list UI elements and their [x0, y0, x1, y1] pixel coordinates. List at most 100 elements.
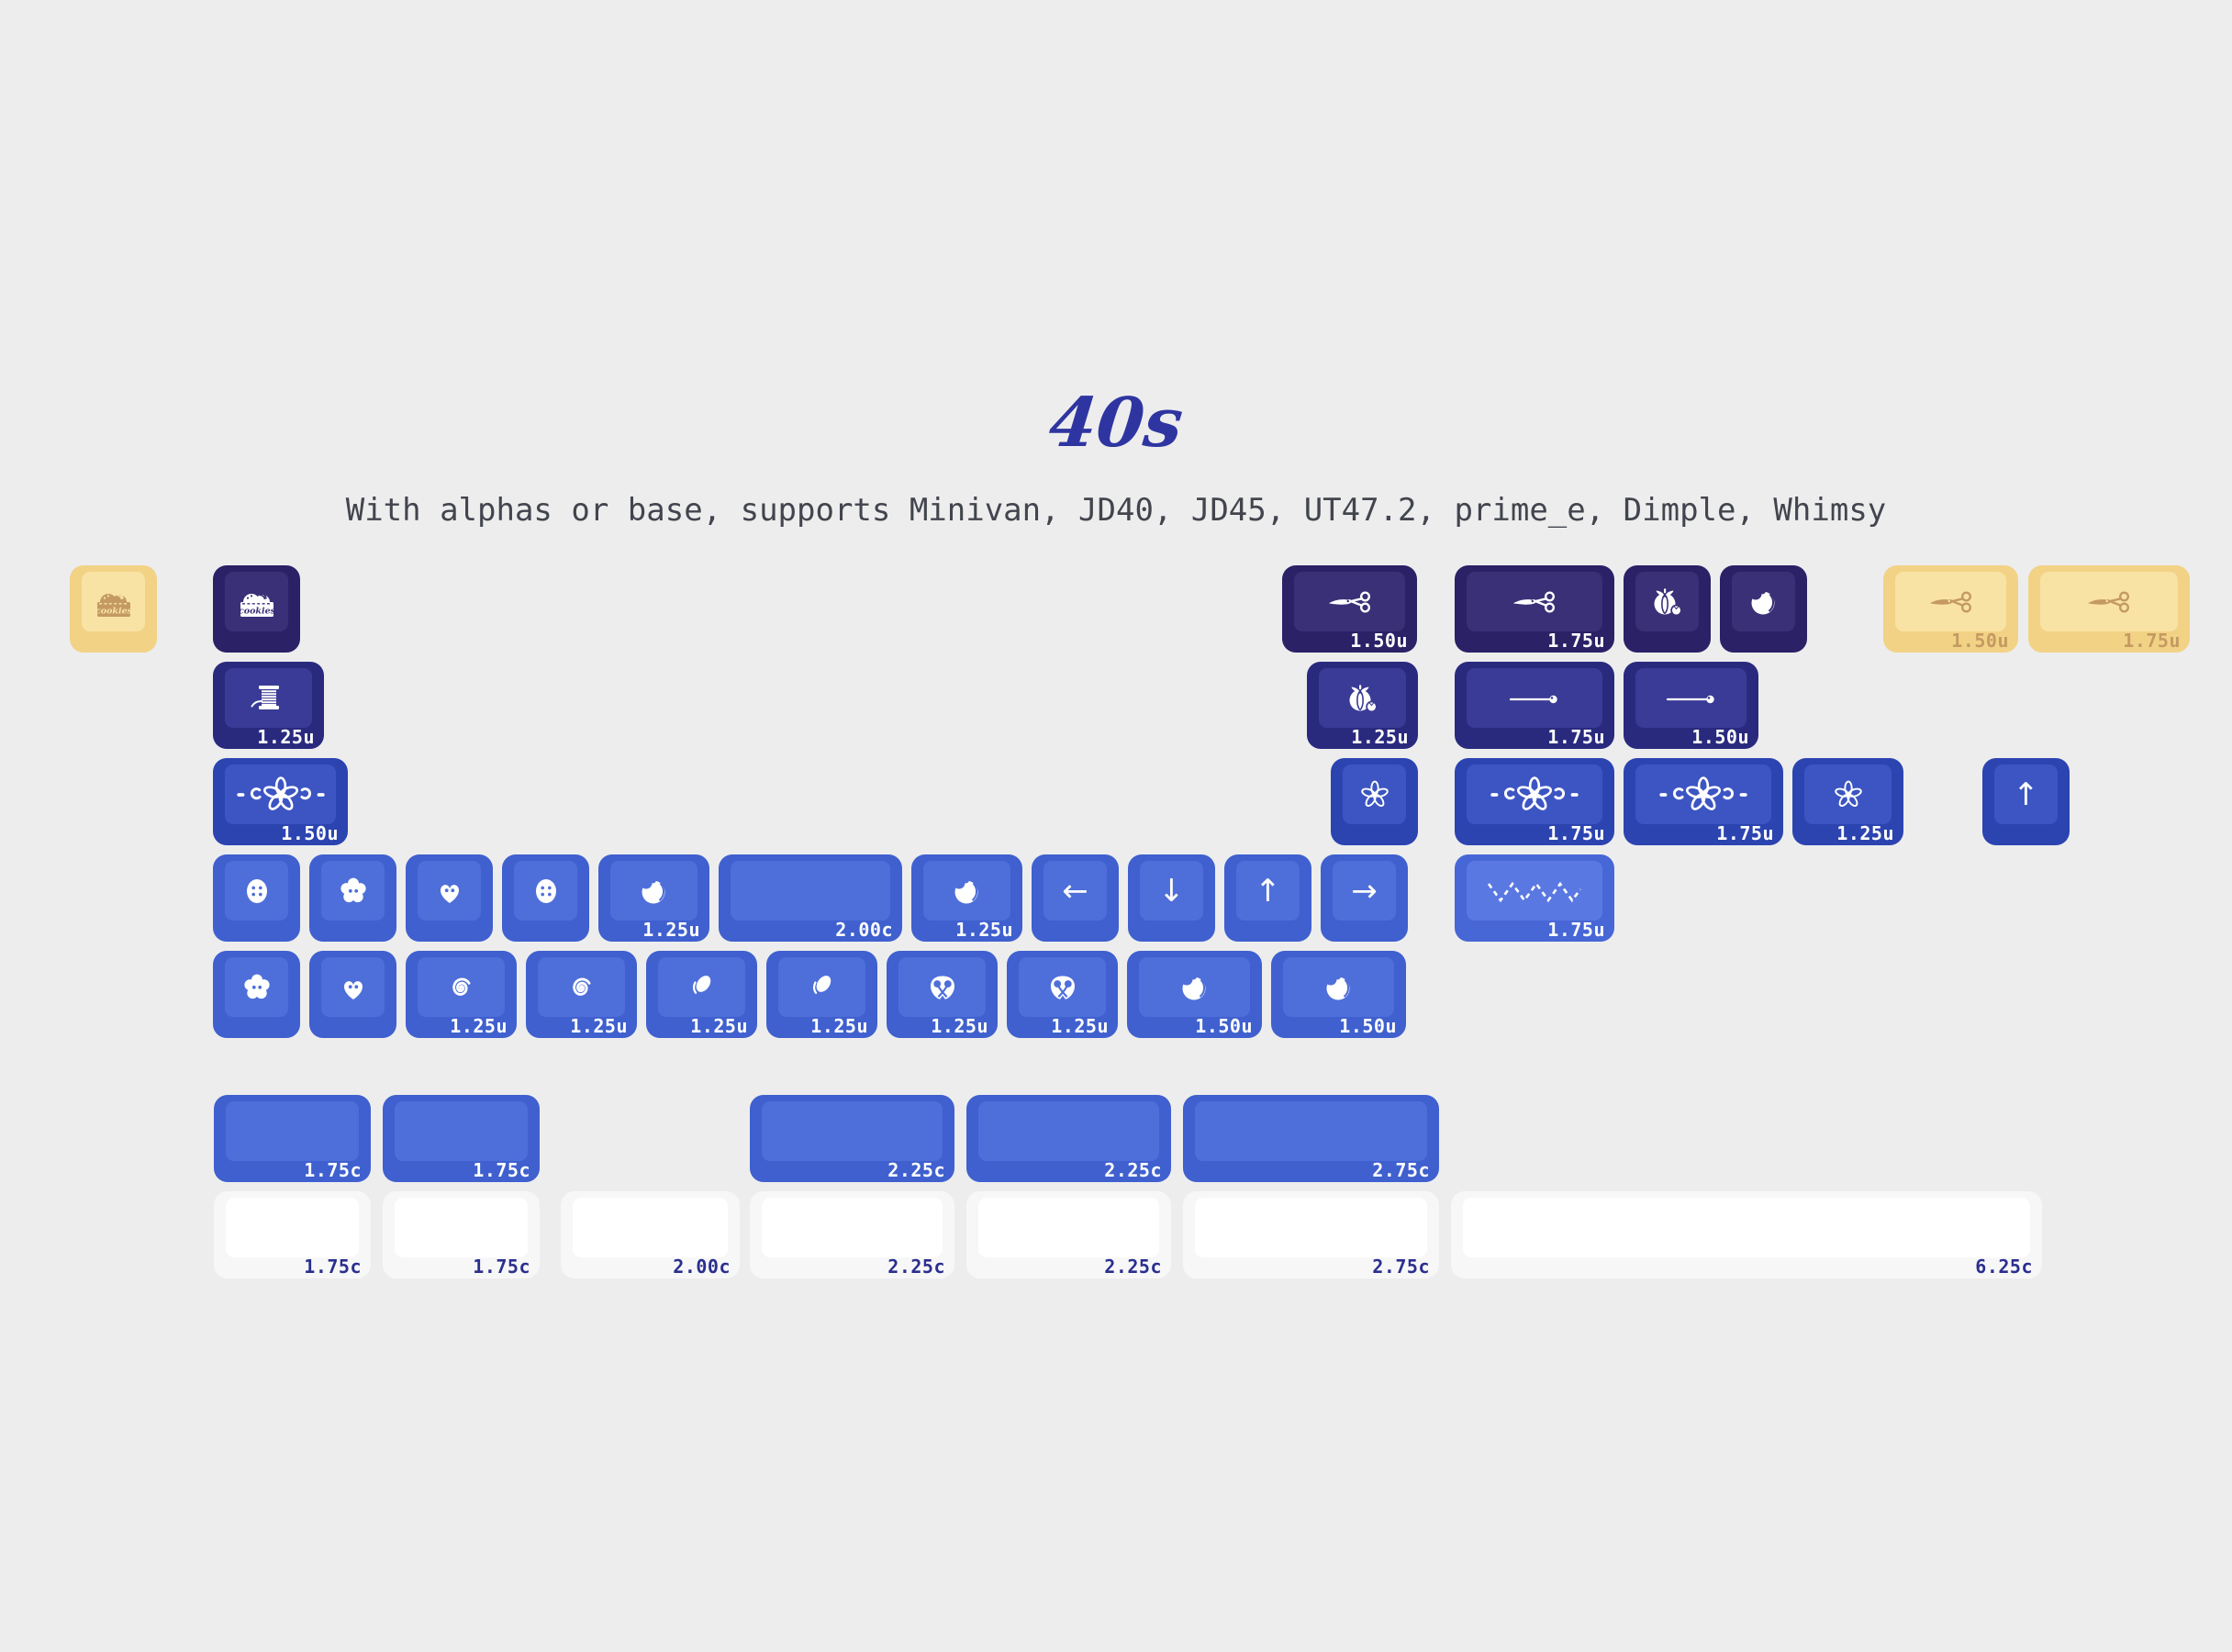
keycap-sewing-pin: 1.75u	[1455, 662, 1614, 749]
keycap-size-label: 2.25c	[887, 1159, 945, 1181]
keycap-blank-1.75c: 1.75c	[214, 1095, 371, 1182]
keycap-top	[1467, 668, 1602, 728]
keycap-blank-1.75c: 1.75c	[214, 1191, 371, 1278]
keycap-blank-1.75c: 1.75c	[383, 1191, 540, 1278]
keycap-top	[514, 861, 577, 921]
keycap-size-label: 2.25c	[1104, 1256, 1162, 1278]
keycap-size-label: 1.50u	[1951, 630, 2009, 652]
keycap-size-label: 1.50u	[1195, 1015, 1253, 1037]
keycap-top: ↓	[1140, 861, 1203, 921]
keycap-size-label: 1.25u	[642, 919, 700, 941]
keycap-top	[1467, 765, 1602, 824]
keycap-flower-vine: 1.50u	[213, 758, 348, 845]
keycap-size-label: 1.75c	[304, 1256, 362, 1278]
keycap-top	[1319, 668, 1406, 728]
keycap-size-label: 2.25c	[1104, 1159, 1162, 1181]
keycap-size-label: 1.50u	[1691, 726, 1749, 748]
keycap-size-label: 1.25u	[450, 1015, 508, 1037]
keycap-size-label: 1.75u	[2123, 630, 2181, 652]
keycap-cookie-bite: 1.50u	[1127, 951, 1262, 1038]
keycap-top	[321, 957, 385, 1017]
keycap-top	[225, 957, 288, 1017]
keycap-top	[1635, 765, 1771, 824]
keycap-top	[1463, 1198, 2030, 1257]
arrow-up-icon: ↑	[1255, 872, 1281, 910]
arrow-right-icon: →	[1351, 872, 1378, 910]
keycap-cinnamon-roll: 1.25u	[526, 951, 637, 1038]
svg-text:cookies: cookies	[95, 606, 132, 616]
keycap-size-label: 1.75c	[473, 1256, 530, 1278]
keycap-stork-scissors: 1.75u	[2028, 565, 2190, 653]
keycap-top	[395, 1198, 528, 1257]
keycap-top: ↑	[1994, 765, 2058, 824]
keycap-size-label: 1.25u	[570, 1015, 628, 1037]
keycap-size-label: 1.75c	[473, 1159, 530, 1181]
keycap-size-label: 1.75u	[1547, 630, 1605, 652]
keycap-size-label: 2.25c	[887, 1256, 945, 1278]
keycap-arrow-down: ↓	[1128, 854, 1215, 942]
keycap-size-label: 2.75c	[1372, 1159, 1430, 1181]
keycap-cinnamon-roll: 1.25u	[406, 951, 517, 1038]
keycap-top	[573, 1198, 728, 1257]
keycap-top	[226, 1101, 359, 1161]
keycap-blank-2.25c: 2.25c	[750, 1095, 954, 1182]
keycap-top	[1283, 957, 1394, 1017]
keycap-size-label: 1.75c	[304, 1159, 362, 1181]
keycap-size-label: 2.00c	[673, 1256, 731, 1278]
keycap-size-label: 1.25u	[955, 919, 1013, 941]
keycap-blank-6.25c: 6.25c	[1451, 1191, 2042, 1278]
keycap-size-label: 1.25u	[1836, 822, 1894, 844]
keycap-sewing-pin: 1.50u	[1624, 662, 1758, 749]
keycap-size-label: 2.75c	[1372, 1256, 1430, 1278]
keycap-pretzel: 1.25u	[1007, 951, 1118, 1038]
arrow-up-icon: ↑	[2013, 776, 2039, 813]
keycap-flower-vine: 1.75u	[1455, 758, 1614, 845]
svg-text:cookies: cookies	[238, 606, 275, 616]
keycap-button-heart	[406, 854, 493, 942]
keycap-top	[1732, 572, 1795, 631]
keycap-top	[1195, 1101, 1427, 1161]
keycap-top	[762, 1101, 943, 1161]
keycap-size-label: 1.75u	[1547, 822, 1605, 844]
arrow-left-icon: ←	[1062, 872, 1088, 910]
keycap-top	[610, 861, 698, 921]
keycap-top	[731, 861, 890, 921]
keycap-size-label: 1.50u	[281, 822, 339, 844]
keycap-arrow-up: ↑	[1982, 758, 2070, 845]
keycap-top	[658, 957, 745, 1017]
keycap-size-label: 1.75u	[1716, 822, 1774, 844]
keycap-size-label: 2.00c	[835, 919, 893, 941]
keycap-top	[418, 861, 481, 921]
keycap-top	[1343, 765, 1406, 824]
keycap-flower	[1331, 758, 1418, 845]
keycap-stork-scissors: 1.75u	[1455, 565, 1614, 653]
keycap-size-label: 1.25u	[1351, 726, 1409, 748]
keycap-cookie-box: cookies	[213, 565, 300, 653]
keycap-blank-2.25c: 2.25c	[750, 1191, 954, 1278]
kit-subtitle: With alphas or base, supports Minivan, J…	[345, 492, 1887, 529]
keycap-arrow-right: →	[1321, 854, 1408, 942]
keycap-top	[225, 668, 312, 728]
keycap-top: ←	[1043, 861, 1107, 921]
keycap-thread-spool: 1.25u	[213, 662, 324, 749]
keycap-top	[225, 765, 336, 824]
keycap-arrow-left: ←	[1032, 854, 1119, 942]
keycap-top	[1895, 572, 2006, 631]
keycap-size-label: 1.25u	[257, 726, 315, 748]
keycap-top	[1139, 957, 1250, 1017]
keycap-pincushion	[1624, 565, 1711, 653]
keycap-flower-vine: 1.75u	[1624, 758, 1783, 845]
keycap-size-label: 1.25u	[690, 1015, 748, 1037]
keycap-button-flower	[213, 951, 300, 1038]
keycap-top	[225, 861, 288, 921]
keycap-blank-2.25c: 2.25c	[966, 1095, 1171, 1182]
keycap-top	[226, 1198, 359, 1257]
keycap-top	[1804, 765, 1892, 824]
keycap-top: ↑	[1236, 861, 1300, 921]
keycap-top	[1195, 1198, 1427, 1257]
keycap-top: →	[1333, 861, 1396, 921]
keycap-size-label: 1.75u	[1547, 726, 1605, 748]
keycap-top	[395, 1101, 528, 1161]
keycap-size-label: 1.25u	[810, 1015, 868, 1037]
